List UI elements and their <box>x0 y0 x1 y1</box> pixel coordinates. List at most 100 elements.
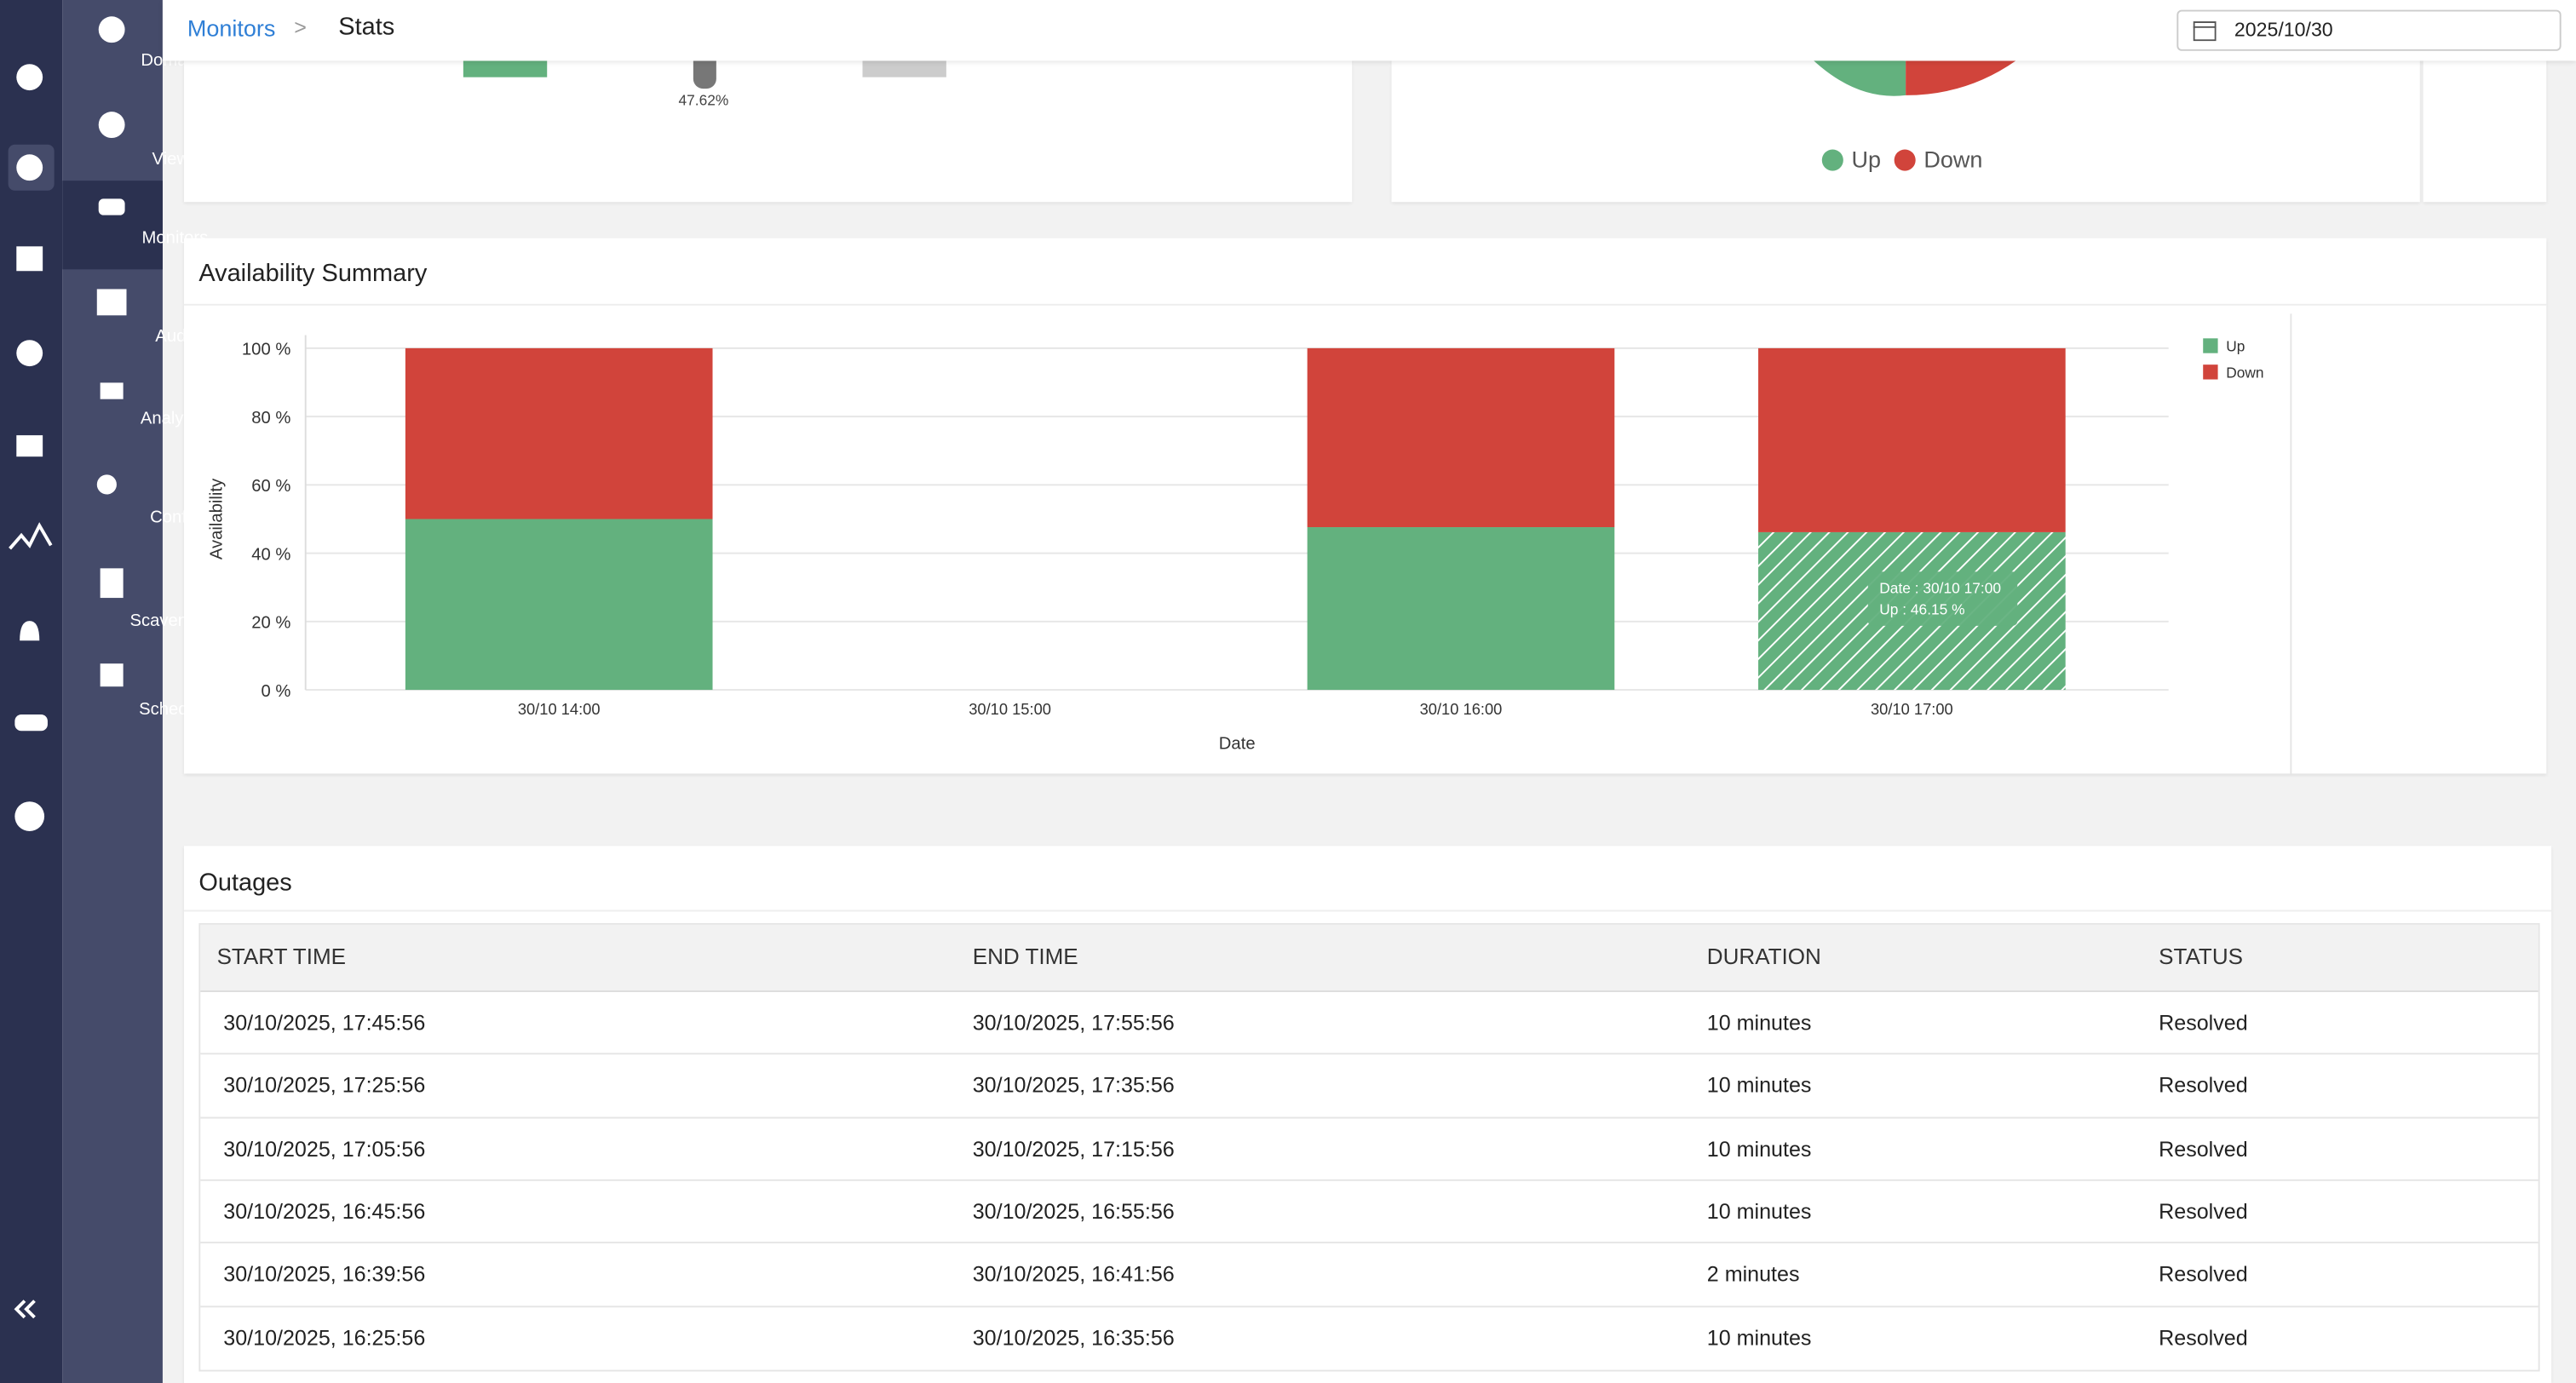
x-tick-label: 30/10 15:00 <box>969 700 1051 718</box>
gauge-bar <box>862 60 946 77</box>
card-header: Outages <box>183 846 2552 912</box>
y-tick-label: 60 % <box>251 477 290 496</box>
icon <box>9 522 53 550</box>
card-title: Outages <box>198 869 292 898</box>
table-cell: 30/10/2025, 17:05:56 <box>223 1135 426 1161</box>
tooltip-text: Date : 30/10 17:00 <box>1879 579 2001 596</box>
availability-chart: 0 % 20 % 40 % 60 % 80 % 100 % Availability Date… <box>207 335 2264 754</box>
legend-swatch <box>1894 149 1916 171</box>
table-cell: Resolved <box>2159 1135 2248 1161</box>
row-divider <box>200 1116 2539 1118</box>
x-tick-label: 30/10 14:00 <box>518 700 601 718</box>
bar <box>405 347 713 519</box>
divider <box>2290 313 2292 774</box>
column-header: STATUS <box>2159 944 2244 969</box>
table-cell: 30/10/2025, 17:55:56 <box>972 1010 1175 1036</box>
icon <box>16 340 43 367</box>
bar <box>405 519 713 691</box>
icon <box>100 382 124 399</box>
tooltip-text: Up : 46.15 % <box>1879 600 1964 617</box>
table-cell: 10 minutes <box>1706 1010 1812 1036</box>
breadcrumb-current: Stats <box>338 13 395 42</box>
y-tick-label: 0 % <box>261 682 290 701</box>
outages-card: Outages START TIME END TIME DURATION STATUS… <box>183 846 2552 1383</box>
collapse-icon[interactable] <box>14 1300 36 1319</box>
icon <box>98 198 125 215</box>
row-divider <box>200 1242 2539 1244</box>
y-tick-label: 40 % <box>251 545 290 564</box>
table-cell: 30/10/2025, 17:25:56 <box>223 1073 426 1098</box>
pie <box>1802 49 2016 96</box>
row-divider <box>200 1305 2539 1307</box>
table-cell: Resolved <box>2159 1261 2248 1287</box>
table-header <box>200 924 2539 992</box>
icon <box>16 246 43 272</box>
table-cell: 2 minutes <box>1706 1261 1800 1287</box>
legend-swatch <box>2203 364 2218 380</box>
column-header: END TIME <box>972 944 1078 969</box>
header: Monitors > Stats 2025/10/30 <box>162 0 2576 61</box>
x-tick-label: 30/10 16:00 <box>1420 700 1503 718</box>
table-cell: 30/10/2025, 17:15:56 <box>972 1135 1175 1161</box>
table-cell: Resolved <box>2159 1324 2248 1350</box>
pie-slice <box>1802 49 1906 96</box>
pie-slice <box>1906 60 2016 95</box>
table-cell: 30/10/2025, 16:45:56 <box>223 1198 426 1224</box>
breadcrumb-separator: > <box>294 14 307 40</box>
table-cell: 30/10/2025, 17:35:56 <box>972 1073 1175 1098</box>
outages-table: START TIME END TIME DURATION STATUS 30/10/20… <box>198 922 2540 1372</box>
date-input[interactable]: 2025/10/30 <box>2176 9 2562 51</box>
tooltip <box>1867 571 2018 626</box>
gauge-bar <box>463 60 548 77</box>
icon <box>96 289 127 316</box>
x-tick-label: 30/10 17:00 <box>1871 700 1953 718</box>
icon <box>14 801 45 831</box>
table-cell: 30/10/2025, 16:39:56 <box>223 1261 426 1287</box>
rail-icons <box>8 64 55 1319</box>
card-header: Availability Summary <box>183 238 2547 306</box>
icon <box>100 663 124 687</box>
icon <box>100 568 124 599</box>
y-tick-label: 80 % <box>251 409 290 428</box>
card-title: Availability Summary <box>198 259 428 288</box>
column-header: START TIME <box>216 944 346 969</box>
table-cell: 10 minutes <box>1706 1198 1812 1224</box>
table-cell: Resolved <box>2159 1073 2248 1098</box>
column-header: DURATION <box>1706 944 1821 969</box>
icon <box>98 112 125 139</box>
table-cell: 30/10/2025, 16:55:56 <box>972 1198 1175 1224</box>
bar <box>1758 347 2066 532</box>
x-axis-label: Date <box>1219 735 1256 754</box>
table-cell: 30/10/2025, 16:25:56 <box>223 1324 426 1350</box>
calendar-icon <box>2193 21 2217 42</box>
bar <box>1307 527 1615 691</box>
row-divider <box>200 1053 2539 1055</box>
y-axis-label: Availability <box>207 478 226 560</box>
legend-label: Up <box>1851 146 1882 173</box>
table-cell: 10 minutes <box>1706 1324 1812 1350</box>
legend-swatch <box>2203 338 2218 353</box>
y-tick-label: 20 % <box>251 614 290 633</box>
icon <box>98 16 125 43</box>
legend-label: Down <box>2226 364 2263 382</box>
gauge-needle <box>693 60 716 89</box>
icon <box>14 714 48 732</box>
icon <box>16 435 43 457</box>
breadcrumb-link[interactable]: Monitors <box>187 14 276 42</box>
table-cell: 30/10/2025, 16:41:56 <box>972 1261 1175 1287</box>
y-tick-label: 100 % <box>242 341 290 359</box>
nav-active <box>62 181 163 270</box>
table-cell: 30/10/2025, 16:35:56 <box>972 1324 1175 1350</box>
table-cell: 10 minutes <box>1706 1073 1812 1098</box>
icon-rail <box>0 0 63 1383</box>
table-cell: Resolved <box>2159 1198 2248 1224</box>
nav-icons <box>96 16 127 687</box>
table-cell: 10 minutes <box>1706 1135 1812 1161</box>
legend-label: Up <box>2226 338 2245 355</box>
bar <box>1307 347 1615 528</box>
date-value: 2025/10/30 <box>2234 18 2333 42</box>
table-cell: 30/10/2025, 17:45:56 <box>223 1010 426 1036</box>
icon <box>16 64 43 91</box>
